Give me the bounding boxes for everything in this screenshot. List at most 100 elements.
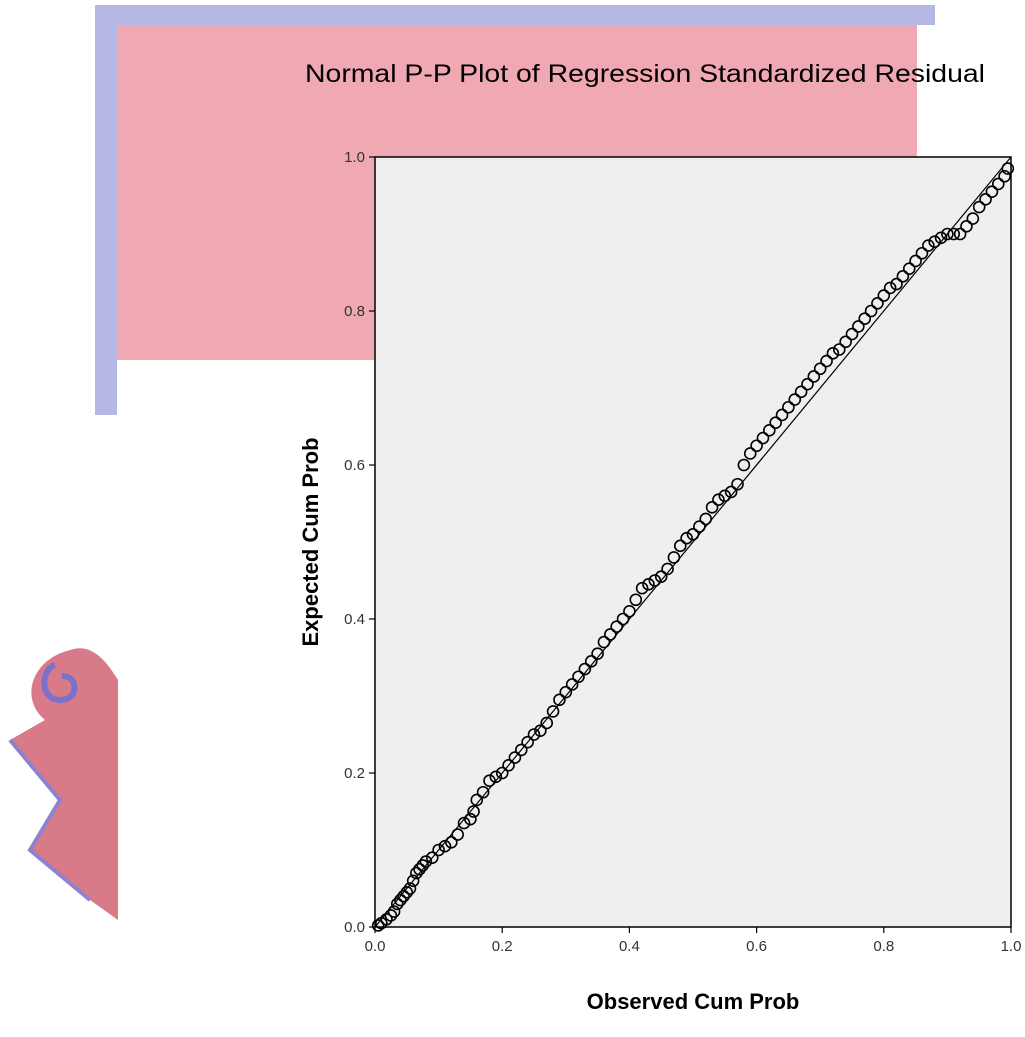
data-point-91 (902, 262, 916, 275)
data-point-48 (629, 593, 643, 607)
data-point-51 (648, 574, 662, 587)
data-point-79 (826, 347, 840, 360)
data-point-82 (845, 327, 859, 341)
data-point-103 (979, 193, 992, 206)
data-point-101 (966, 212, 980, 225)
data-point-85 (864, 304, 878, 318)
x-tick-label-1: 0.2 (492, 938, 513, 955)
data-point-4 (387, 905, 401, 918)
data-point-65 (737, 458, 751, 472)
watermark-blue-band (95, 5, 935, 25)
data-point-21 (464, 812, 477, 826)
y-tick-label-4: 0.8 (344, 303, 365, 320)
data-point-36 (553, 693, 566, 707)
data-point-67 (750, 439, 763, 453)
data-point-60 (705, 501, 719, 514)
data-point-31 (521, 735, 534, 749)
data-point-57 (686, 527, 700, 541)
data-point-18 (445, 835, 458, 849)
data-point-71 (775, 408, 789, 422)
data-point-52 (654, 570, 668, 583)
data-point-17 (438, 839, 452, 853)
watermark-scroll-curl (41, 662, 78, 704)
x-tick-label-2: 0.4 (619, 938, 640, 955)
data-point-38 (565, 678, 579, 691)
data-point-72 (782, 400, 795, 414)
data-point-11 (410, 866, 423, 880)
data-point-16 (432, 843, 445, 857)
x-tick-label-0: 0.0 (365, 938, 386, 955)
data-point-62 (718, 489, 732, 503)
data-point-90 (896, 270, 910, 283)
data-point-33 (534, 724, 547, 737)
data-point-42 (591, 647, 604, 660)
data-point-75 (801, 377, 814, 391)
data-point-41 (584, 655, 598, 668)
y-tick-label-0: 0.0 (344, 919, 365, 936)
data-point-49 (635, 581, 649, 595)
data-point-80 (832, 343, 846, 356)
data-point-25 (483, 774, 496, 788)
y-tick-label-2: 0.4 (344, 611, 365, 628)
data-point-77 (813, 362, 827, 376)
data-point-98 (947, 227, 961, 241)
data-point-58 (693, 520, 706, 533)
data-point-64 (731, 477, 744, 491)
data-point-55 (673, 539, 687, 553)
y-tick-label-5: 1.0 (344, 149, 365, 166)
data-point-27 (495, 766, 509, 780)
data-point-106 (998, 169, 1011, 183)
data-point-22 (467, 805, 480, 818)
data-point-92 (909, 254, 922, 268)
data-point-56 (680, 531, 693, 545)
watermark-ribbon (10, 648, 118, 920)
data-point-47 (623, 604, 636, 618)
data-point-6 (394, 893, 407, 907)
y-tick-label-1: 0.2 (344, 765, 365, 782)
data-point-84 (858, 312, 872, 326)
data-point-76 (807, 370, 821, 383)
data-point-19 (451, 828, 464, 841)
data-point-14 (419, 855, 433, 868)
data-point-94 (922, 239, 935, 252)
data-point-83 (852, 320, 865, 333)
data-point-74 (794, 385, 808, 399)
data-point-7 (397, 889, 410, 903)
data-point-40 (578, 662, 592, 676)
data-point-28 (502, 758, 515, 772)
data-point-3 (384, 909, 398, 922)
data-point-5 (390, 897, 404, 911)
data-point-95 (928, 235, 941, 248)
data-point-73 (788, 393, 802, 406)
data-point-37 (559, 685, 573, 699)
data-point-107 (1001, 162, 1015, 175)
data-point-86 (871, 296, 884, 310)
data-point-43 (597, 635, 611, 649)
data-point-81 (839, 335, 852, 349)
data-point-50 (642, 578, 655, 591)
data-point-8 (400, 886, 414, 899)
data-point-89 (890, 277, 903, 291)
data-point-15 (425, 851, 439, 865)
data-point-93 (915, 246, 929, 260)
data-point-44 (604, 628, 617, 641)
reference-line (374, 156, 1012, 928)
data-point-100 (960, 220, 973, 233)
y-tick-label-3: 0.6 (344, 457, 365, 474)
data-point-96 (934, 231, 948, 245)
data-point-9 (403, 882, 417, 895)
x-axis: 0.0 0.2 0.4 0.6 0.8 1.0 (365, 927, 1022, 955)
data-points (371, 162, 1015, 932)
data-point-45 (610, 620, 623, 634)
data-point-63 (724, 485, 738, 499)
data-point-10 (406, 874, 420, 888)
data-point-54 (667, 551, 681, 564)
x-tick-label-3: 0.6 (746, 938, 767, 955)
data-point-0 (371, 919, 385, 932)
watermark-blue-left (95, 5, 117, 415)
x-tick-label-5: 1.0 (1001, 938, 1022, 955)
y-axis-label: Expected Cum Prob (298, 437, 323, 646)
data-point-39 (572, 670, 585, 684)
data-point-61 (712, 493, 725, 506)
